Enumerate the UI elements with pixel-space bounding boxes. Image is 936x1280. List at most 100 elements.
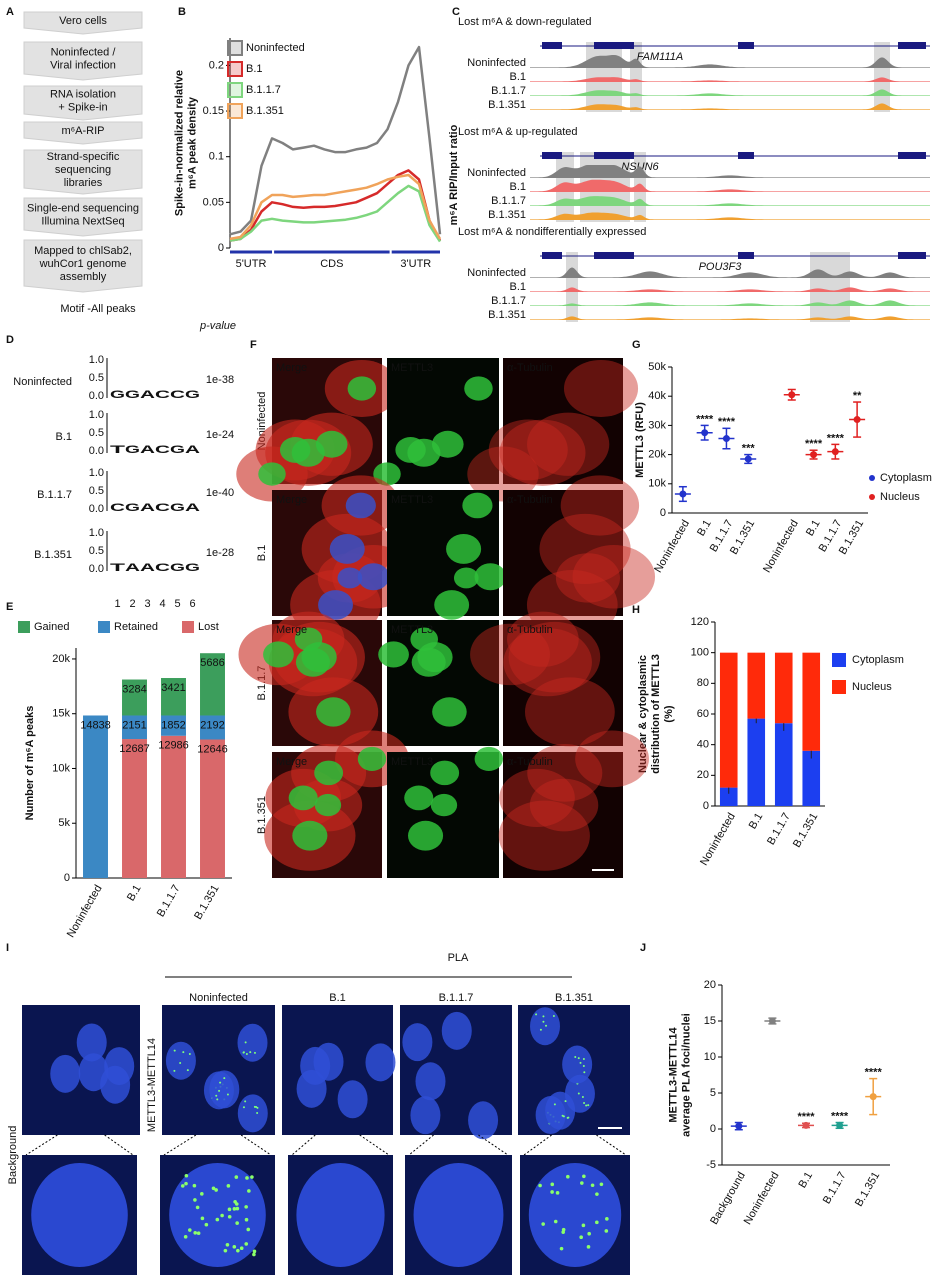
nucleus — [432, 697, 467, 727]
track-label: B.1.351 — [488, 99, 526, 111]
gene-name: FAM111A — [637, 51, 683, 63]
pla-focus — [579, 1235, 583, 1239]
flow-text: libraries — [64, 177, 103, 189]
y-tick-label: 20k — [648, 449, 666, 461]
pla-focus — [220, 1213, 224, 1218]
significance: **** — [831, 1110, 849, 1122]
cytoplasm — [488, 419, 568, 481]
motif-letter: G — [110, 389, 125, 401]
track-label: B.1 — [509, 181, 526, 193]
nucleus — [288, 785, 318, 811]
panel-letter: J — [640, 942, 646, 954]
cytoplasm — [470, 623, 550, 686]
significance: **** — [797, 1111, 815, 1123]
nucleus — [474, 746, 503, 771]
exon — [898, 252, 926, 259]
motif-name: B.1.1.7 — [37, 489, 72, 501]
cytoplasm — [508, 621, 601, 693]
data-label: 14838 — [80, 719, 111, 731]
nucleus — [462, 492, 493, 519]
data-label: 2151 — [122, 719, 146, 731]
coverage-track — [530, 287, 930, 292]
y-tick-label: 120 — [691, 616, 709, 628]
logo-position: 1 — [114, 598, 120, 610]
pla-focus — [256, 1112, 259, 1115]
line — [229, 184, 442, 243]
pla-focus — [579, 1061, 582, 1064]
exon — [542, 152, 562, 159]
bar-segment — [161, 715, 186, 736]
pla-title: PLA — [448, 952, 469, 964]
motif-letter: G — [170, 444, 185, 456]
logo-position: 4 — [159, 598, 165, 610]
logo-axis-label: 0.5 — [89, 427, 104, 439]
nucleus — [165, 1041, 196, 1080]
flow-text: Vero cells — [59, 15, 107, 27]
panel-letter: C — [452, 6, 460, 18]
bar-segment — [161, 678, 186, 716]
cytoplasm — [555, 553, 620, 603]
nucleus — [78, 1053, 109, 1092]
pla-focus — [244, 1041, 247, 1044]
zoom-guide — [240, 1134, 272, 1156]
motif-letter: A — [125, 562, 140, 574]
legend-label: Gained — [34, 621, 69, 633]
nucleus — [292, 820, 328, 851]
logo-position: 2 — [129, 598, 135, 610]
legend-swatch — [832, 680, 846, 694]
nucleus — [315, 430, 348, 458]
legend-swatch — [832, 653, 846, 667]
nucleus — [316, 697, 351, 727]
y-tick-label: 20k — [52, 653, 70, 665]
image-label: Merge — [276, 756, 307, 768]
image-label: METTL3 — [391, 756, 433, 768]
image-label: α-Tubulin — [507, 624, 553, 636]
image-row-label: B.1 — [256, 545, 268, 562]
nucleus — [446, 534, 482, 564]
zoom-guide — [359, 1134, 390, 1156]
motif-letter: G — [125, 444, 140, 456]
pla-focus — [196, 1231, 201, 1236]
nucleus — [357, 746, 387, 771]
cytoplasm — [560, 475, 640, 536]
nucleus — [209, 1070, 240, 1109]
flow-step — [23, 239, 143, 293]
legend-marker — [869, 475, 875, 481]
legend-label: Cytoplasm — [852, 654, 904, 666]
cytoplasm — [575, 730, 649, 788]
motif-letter: C — [155, 444, 170, 456]
mean-point — [802, 1121, 810, 1129]
pla-focus — [193, 1198, 197, 1202]
nucleus — [237, 1023, 268, 1062]
pla-focus — [184, 1173, 189, 1178]
zoomed-nucleus — [169, 1163, 266, 1267]
line — [229, 173, 442, 241]
pla-focus — [188, 1228, 192, 1232]
flow-text: assembly — [60, 271, 107, 283]
cytoplasm — [507, 611, 579, 667]
cytoplasm — [499, 419, 586, 486]
pla-focus — [587, 1231, 591, 1236]
pla-focus — [226, 1184, 231, 1188]
motif-letter: G — [185, 562, 200, 574]
nucleus — [407, 820, 444, 851]
track-label: B.1.1.7 — [491, 85, 526, 97]
exon — [738, 42, 754, 49]
pla-focus — [252, 1252, 256, 1257]
nucleus — [314, 793, 342, 817]
zoom-guide — [291, 1134, 316, 1156]
motif-letter: A — [140, 562, 155, 574]
pla-focus — [553, 1219, 558, 1224]
pla-focus — [179, 1061, 182, 1064]
bar-segment — [161, 735, 186, 878]
pla-focus — [552, 1015, 555, 1018]
legend-swatch — [98, 621, 110, 633]
y-axis-label: m⁶A peak density — [186, 96, 198, 189]
pla-column-label: B.1.351 — [555, 992, 593, 1004]
motif-letter: G — [170, 562, 185, 574]
nucleus — [474, 563, 507, 591]
pla-focus — [255, 1106, 258, 1109]
y-tick-label: 0.15 — [203, 105, 224, 117]
legend-swatch — [227, 103, 243, 119]
pla-focus — [581, 1223, 586, 1228]
